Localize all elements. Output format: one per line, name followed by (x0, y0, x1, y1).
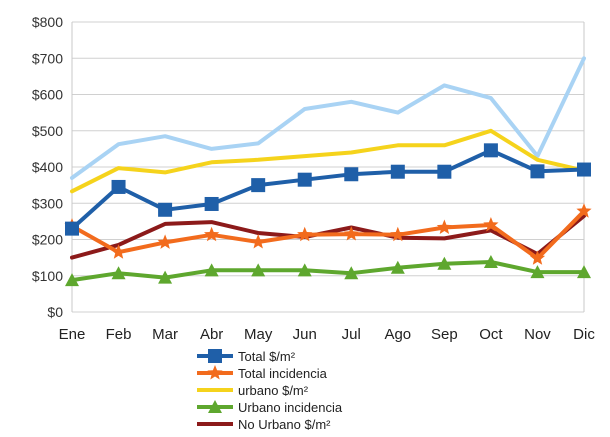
x-tick-label: Feb (106, 326, 132, 343)
data-point-star (297, 226, 313, 242)
data-point-star (110, 244, 127, 259)
gridlines (72, 21, 584, 313)
data-point-square (483, 143, 498, 158)
data-point-star (436, 219, 452, 234)
legend-item: Total $/m² (197, 349, 296, 364)
data-point-triangle (344, 266, 359, 280)
data-point-star (343, 226, 359, 241)
data-point-square (204, 196, 219, 211)
legend-label: Total $/m² (238, 349, 296, 364)
x-tick-label: Ene (59, 326, 86, 343)
y-tick-label: $0 (47, 304, 63, 320)
series-2 (70, 128, 586, 194)
series-line (70, 213, 586, 260)
data-point-star (204, 226, 220, 242)
data-point-star (207, 365, 223, 380)
data-point-star (529, 250, 546, 265)
data-point-star (157, 234, 173, 249)
legend-label: urbano $/m² (238, 383, 309, 398)
data-point-triangle (530, 265, 545, 279)
series-line (70, 148, 586, 231)
data-point-square (208, 349, 222, 363)
data-point-triangle (437, 256, 452, 270)
series-3 (65, 254, 591, 287)
x-tick-label: Mar (152, 326, 178, 343)
y-tick-label: $100 (32, 268, 63, 284)
data-point-star (576, 203, 592, 218)
data-point-square (390, 164, 405, 179)
series-5 (70, 56, 586, 180)
data-point-square (437, 164, 452, 179)
legend-item: Urbano incidencia (197, 400, 343, 415)
data-point-triangle (208, 400, 222, 413)
data-point-triangle (65, 273, 79, 287)
x-tick-label: Abr (200, 326, 223, 343)
series-lines (64, 56, 592, 287)
legend-label: No Urbano $/m² (238, 417, 331, 432)
data-point-square (111, 179, 126, 194)
x-tick-label: Ago (384, 326, 411, 343)
data-point-star (483, 217, 499, 232)
series-line (70, 260, 586, 283)
y-tick-label: $300 (32, 195, 63, 211)
legend-item: No Urbano $/m² (197, 417, 331, 432)
data-point-square (344, 167, 359, 182)
series-line (70, 209, 586, 261)
y-tick-label: $600 (32, 87, 63, 103)
data-point-square (65, 221, 79, 236)
data-point-triangle (251, 263, 266, 277)
x-tick-label: Dic (573, 326, 595, 343)
data-point-triangle (483, 254, 498, 268)
data-point-square (577, 162, 591, 177)
legend-label: Total incidencia (238, 366, 328, 381)
x-tick-label: Jun (293, 326, 317, 343)
legend: Total $/m² Total incidencia urbano $/m² Urb… (197, 349, 343, 432)
data-point-triangle (390, 260, 405, 274)
data-point-star (390, 226, 406, 242)
y-tick-label: $400 (32, 159, 63, 175)
data-point-triangle (204, 263, 219, 277)
data-point-square (251, 178, 266, 193)
y-tick-label: $500 (32, 123, 63, 139)
x-tick-label: Jul (342, 326, 361, 343)
axes: $0 $100 $200 $300 $400 $500 $600 $700 $800 Ene Feb… (32, 14, 595, 343)
legend-label: Urbano incidencia (238, 400, 343, 415)
data-point-square (297, 172, 312, 187)
x-tick-label: Nov (524, 326, 551, 343)
y-tick-label: $700 (32, 50, 63, 66)
data-point-triangle (111, 266, 126, 280)
series-4 (70, 213, 586, 260)
data-point-triangle (297, 263, 312, 277)
series-line (70, 128, 586, 194)
series-line (70, 56, 586, 180)
x-tick-label: Oct (479, 326, 503, 343)
y-tick-label: $800 (32, 14, 63, 30)
data-point-triangle (577, 265, 591, 279)
x-tick-label: May (244, 326, 273, 343)
data-point-triangle (158, 270, 173, 284)
data-point-star (250, 234, 266, 249)
series-0 (65, 143, 591, 236)
data-point-square (158, 202, 173, 217)
y-tick-label: $200 (32, 232, 63, 248)
x-tick-label: Sep (431, 326, 458, 343)
data-point-square (530, 164, 545, 179)
legend-item: urbano $/m² (197, 383, 309, 398)
legend-item: Total incidencia (197, 365, 328, 381)
